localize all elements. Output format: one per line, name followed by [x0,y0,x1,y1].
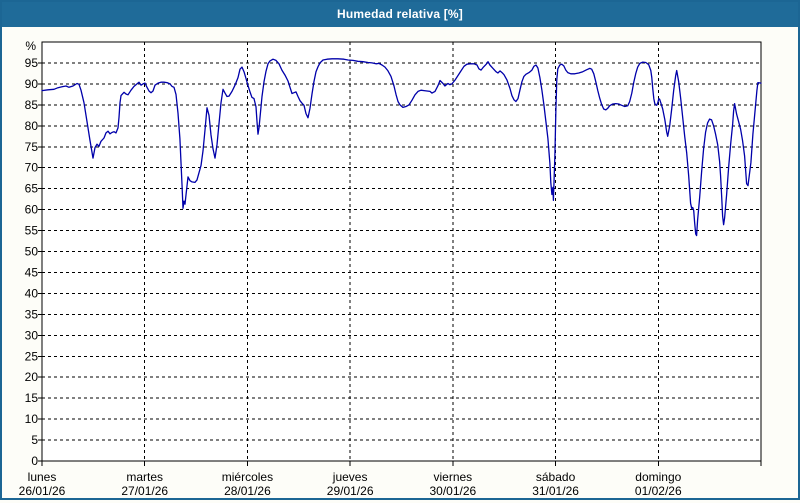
day-name-label: jueves [332,470,368,484]
day-date-label: 29/01/26 [327,484,374,498]
y-tick-label: 80 [25,119,39,133]
day-date-label: 26/01/26 [19,484,66,498]
y-tick-label: 45 [25,265,39,279]
day-name-label: martes [126,470,163,484]
y-tick-label: 65 [25,182,39,196]
y-tick-label: 40 [25,286,39,300]
day-date-label: 28/01/26 [224,484,271,498]
y-tick-label: 90 [25,77,39,91]
day-date-label: 01/02/26 [635,484,682,498]
title-bar: Humedad relativa [%] [2,2,798,27]
y-tick-label: 75 [25,140,39,154]
page-title: Humedad relativa [%] [336,7,464,21]
day-name-label: lunes [28,470,57,484]
day-date-label: 30/01/26 [429,484,476,498]
humidity-chart: 0 5 10 15 20 25 30 35 40 45 50 55 60 65 70 75 80 85 90 95% l… [19,39,762,498]
day-name-label: sábado [536,470,576,484]
chart-area: 0 5 10 15 20 25 30 35 40 45 50 55 60 65 70 75 80 85 90 95% l… [2,27,798,498]
y-tick-label: 60 [25,203,39,217]
y-tick-label: 55 [25,224,39,238]
y-tick-label: 25 [25,349,39,363]
y-tick-label: 35 [25,307,39,321]
y-tick-label: 0 [31,454,38,468]
day-date-label: 27/01/26 [121,484,168,498]
plot-border [41,41,762,462]
y-tick-label: 95 [25,56,39,70]
day-name-label: domingo [635,470,681,484]
y-tick-label: 5 [31,433,38,447]
y-axis-unit-label: % [25,39,36,53]
y-tick-label: 85 [25,98,39,112]
y-tick-label: 50 [25,245,39,259]
plot-background [42,42,761,461]
y-tick-label: 30 [25,328,39,342]
y-tick-label: 20 [25,370,39,384]
y-tick-label: 70 [25,161,39,175]
day-name-label: viernes [434,470,473,484]
y-tick-label: 15 [25,391,39,405]
humidity-line [41,58,762,237]
y-tick-label: 10 [25,412,39,426]
day-date-label: 31/01/26 [532,484,579,498]
day-name-label: miércoles [222,470,273,484]
